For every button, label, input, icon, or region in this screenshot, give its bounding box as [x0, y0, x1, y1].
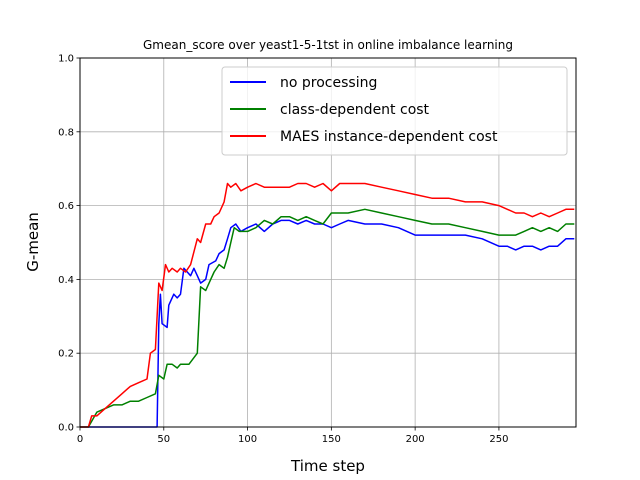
axis-ticks: 0 50 100 150 200 250 0.0 0.2 0.4 0.6 0.8 1.0 — [58, 54, 508, 446]
legend: no processing class-dependent cost MAES in… — [221, 66, 568, 156]
y-axis-label: G-mean — [24, 212, 42, 272]
legend-box — [221, 66, 568, 156]
series-line-2 — [80, 208, 575, 428]
x-tick-label: 50 — [157, 434, 170, 445]
y-tick-label: 0.0 — [58, 423, 74, 434]
x-tick-label: 100 — [238, 434, 257, 445]
x-tick-label: 150 — [322, 434, 341, 445]
y-tick-label: 0.6 — [58, 201, 74, 212]
x-tick-label: 200 — [406, 434, 425, 445]
y-tick-label: 1.0 — [58, 54, 74, 65]
x-tick-label: 0 — [77, 434, 83, 445]
y-tick-label: 0.4 — [58, 275, 74, 286]
x-axis-label: Time step — [290, 457, 365, 475]
series-line-3 — [80, 182, 575, 428]
y-tick-label: 0.2 — [58, 349, 74, 360]
chart-title: Gmean_score over yeast1-5-1tst in online… — [143, 38, 513, 52]
legend-label: class-dependent cost — [280, 102, 430, 118]
x-tick-label: 250 — [489, 434, 508, 445]
y-tick-label: 0.8 — [58, 127, 74, 138]
series-lines — [80, 182, 575, 428]
legend-label: no processing — [280, 75, 377, 91]
legend-label: MAES instance-dependent cost — [280, 129, 498, 145]
plot-area-frame — [79, 57, 577, 428]
